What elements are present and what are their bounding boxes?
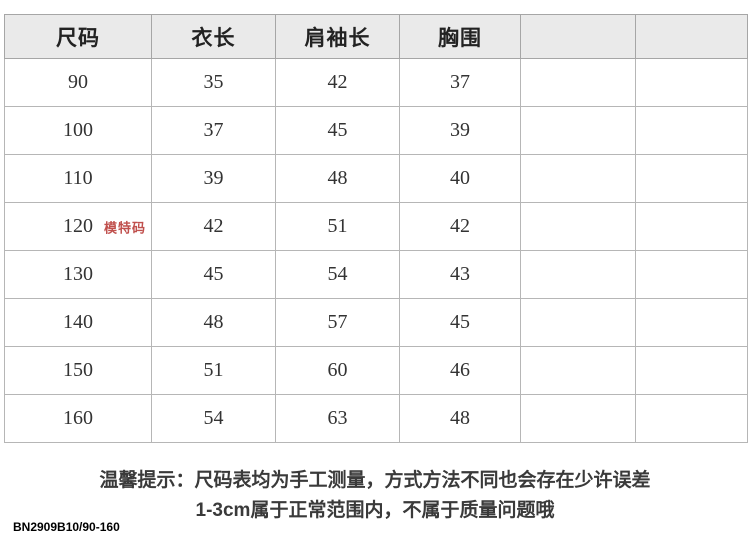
empty-cell <box>520 394 636 443</box>
value-cell: 39 <box>399 106 521 155</box>
header-empty-2 <box>635 14 748 59</box>
value-cell: 42 <box>399 202 521 251</box>
size-value: 90 <box>68 71 88 93</box>
empty-cell <box>635 154 748 203</box>
value-cell: 46 <box>399 346 521 395</box>
value-cell: 63 <box>275 394 400 443</box>
value-cell: 37 <box>151 106 276 155</box>
empty-cell <box>520 106 636 155</box>
value-cell: 51 <box>151 346 276 395</box>
measurement-notice: 温馨提示：尺码表均为手工测量，方式方法不同也会存在少许误差 1-3cm属于正常范… <box>0 466 750 526</box>
empty-cell <box>520 250 636 299</box>
size-value: 150 <box>63 359 93 381</box>
value-cell: 54 <box>275 250 400 299</box>
product-code: BN2909B10/90-160 <box>13 520 120 534</box>
size-cell: 150 <box>4 346 152 395</box>
empty-cell <box>635 202 748 251</box>
header-shoulder-sleeve-length: 肩袖长 <box>275 14 400 59</box>
model-size-note: 模特码 <box>104 220 147 235</box>
table-row: 140 48 57 45 <box>4 298 748 347</box>
size-value: 140 <box>63 311 93 333</box>
value-cell: 45 <box>275 106 400 155</box>
size-cell: 100 <box>4 106 152 155</box>
header-empty-1 <box>520 14 636 59</box>
size-cell: 90 <box>4 58 152 107</box>
empty-cell <box>520 346 636 395</box>
table-row: 110 39 48 40 <box>4 154 748 203</box>
value-cell: 42 <box>151 202 276 251</box>
value-cell: 43 <box>399 250 521 299</box>
value-cell: 45 <box>399 298 521 347</box>
empty-cell <box>520 58 636 107</box>
empty-cell <box>635 58 748 107</box>
table-header-row: 尺码 衣长 肩袖长 胸围 <box>4 14 748 59</box>
empty-cell <box>520 202 636 251</box>
value-cell: 35 <box>151 58 276 107</box>
value-cell: 60 <box>275 346 400 395</box>
empty-cell <box>635 106 748 155</box>
notice-line-1: 温馨提示：尺码表均为手工测量，方式方法不同也会存在少许误差 <box>99 470 651 491</box>
table-row: 160 54 63 48 <box>4 394 748 443</box>
notice-line-2: 1-3cm属于正常范围内，不属于质量问题哦 <box>195 500 555 521</box>
table-row: 100 37 45 39 <box>4 106 748 155</box>
value-cell: 48 <box>275 154 400 203</box>
empty-cell <box>635 250 748 299</box>
size-cell: 120 模特码 <box>4 202 152 251</box>
size-value: 160 <box>63 407 93 429</box>
size-value: 100 <box>63 119 93 141</box>
empty-cell <box>635 346 748 395</box>
value-cell: 39 <box>151 154 276 203</box>
empty-cell <box>635 298 748 347</box>
value-cell: 54 <box>151 394 276 443</box>
value-cell: 37 <box>399 58 521 107</box>
value-cell: 48 <box>151 298 276 347</box>
size-cell: 110 <box>4 154 152 203</box>
size-value: 120 <box>63 215 93 237</box>
size-value: 130 <box>63 263 93 285</box>
table-row: 150 51 60 46 <box>4 346 748 395</box>
value-cell: 57 <box>275 298 400 347</box>
empty-cell <box>520 154 636 203</box>
table-row: 130 45 54 43 <box>4 250 748 299</box>
table-row: 90 35 42 37 <box>4 58 748 107</box>
value-cell: 40 <box>399 154 521 203</box>
header-size: 尺码 <box>4 14 152 59</box>
table-row: 120 模特码 42 51 42 <box>4 202 748 251</box>
header-garment-length: 衣长 <box>151 14 276 59</box>
value-cell: 42 <box>275 58 400 107</box>
size-table: 尺码 衣长 肩袖长 胸围 90 35 42 37 100 37 45 39 <box>4 14 748 443</box>
value-cell: 51 <box>275 202 400 251</box>
value-cell: 45 <box>151 250 276 299</box>
size-cell: 130 <box>4 250 152 299</box>
empty-cell <box>635 394 748 443</box>
size-cell: 140 <box>4 298 152 347</box>
size-cell: 160 <box>4 394 152 443</box>
size-value: 110 <box>63 167 93 189</box>
empty-cell <box>520 298 636 347</box>
value-cell: 48 <box>399 394 521 443</box>
header-chest: 胸围 <box>399 14 521 59</box>
